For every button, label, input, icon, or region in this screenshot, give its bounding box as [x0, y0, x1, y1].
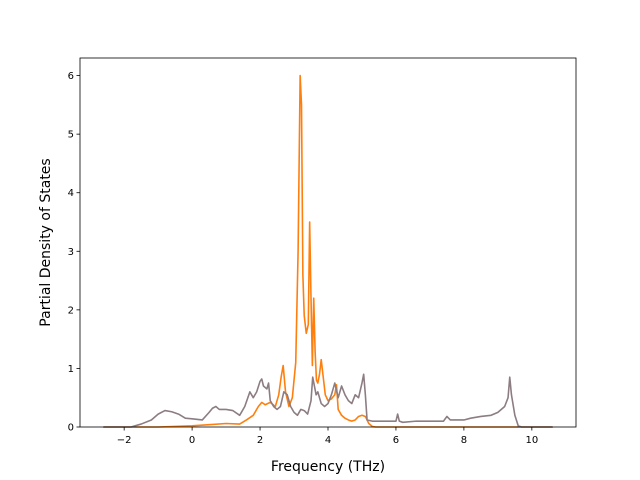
y-tick-label: 6	[68, 71, 74, 82]
y-tick-label: 0	[68, 423, 74, 434]
x-tick-label: −2	[117, 435, 132, 446]
y-tick-label: 3	[68, 247, 74, 258]
y-tick-label: 4	[68, 188, 74, 199]
y-tick-label: 1	[68, 364, 74, 375]
x-tick-label: 0	[189, 435, 195, 446]
x-tick-label: 10	[525, 435, 538, 446]
series-line-1	[102, 373, 554, 428]
y-axis-ticks: 0 1 2 3 4 5 6	[68, 71, 80, 434]
series-group	[102, 74, 554, 428]
x-tick-label: 6	[393, 435, 399, 446]
x-tick-label: 8	[461, 435, 467, 446]
x-axis-ticks: −2 0 2 4 6 8 10	[117, 427, 538, 446]
x-tick-label: 4	[325, 435, 331, 446]
x-tick-label: 2	[257, 435, 263, 446]
y-tick-label: 2	[68, 305, 74, 316]
y-tick-label: 5	[68, 130, 74, 141]
x-axis-label: Frequency (THz)	[271, 459, 385, 475]
series-line-0	[102, 74, 554, 428]
y-axis-label: Partial Density of States	[38, 158, 54, 326]
